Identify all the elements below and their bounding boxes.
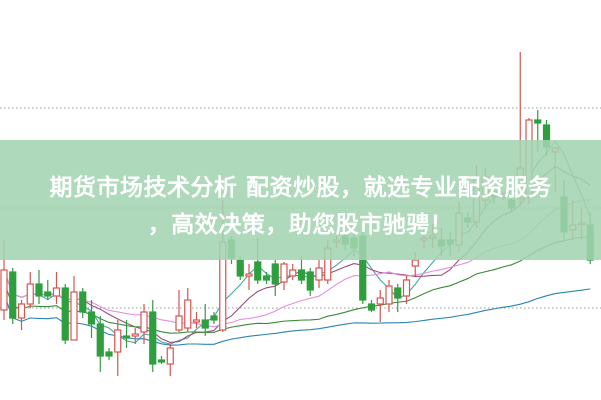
title-banner [0, 140, 601, 260]
candle-up [289, 269, 297, 277]
candle-up [411, 259, 419, 267]
candle-up [376, 297, 384, 305]
candle-up [140, 311, 148, 333]
candle-up [70, 291, 78, 341]
candle-down [105, 351, 113, 357]
candle-down [394, 287, 402, 299]
candle-up [17, 303, 26, 319]
candle-down [297, 269, 306, 281]
candle-up [385, 285, 393, 305]
candle-down [44, 291, 52, 297]
candle-down [254, 261, 262, 281]
candle-up [175, 315, 183, 331]
candle-down [35, 283, 43, 297]
candle-down [79, 291, 87, 313]
candle-down [96, 323, 104, 357]
candle-up [184, 299, 192, 329]
candle-up [192, 319, 201, 323]
overlay-title-line2: ，高效决策，助您股市驰骋！ [147, 212, 454, 238]
candle-down [534, 119, 542, 124]
candle-up [166, 347, 174, 365]
candle-down [9, 271, 17, 319]
candle-up [114, 329, 122, 353]
candle-down [122, 335, 131, 339]
ma30-line [3, 236, 591, 334]
candle-down [201, 319, 209, 329]
candle-down [271, 263, 279, 285]
candle-up [26, 283, 34, 305]
candle-down [262, 275, 271, 281]
candle-down [210, 315, 218, 321]
overlay-title-line1: 期货市场技术分析 配资炒股，就选专业配资服务 [49, 175, 552, 201]
candle-up [245, 273, 253, 277]
candle-up [280, 263, 288, 283]
candle-down [367, 303, 376, 311]
candle-up [315, 267, 323, 281]
candle-up [52, 287, 61, 297]
candle-down [87, 311, 96, 325]
candle-up [402, 279, 411, 297]
candle-down [157, 359, 166, 363]
candle-up [131, 333, 139, 337]
candle-down [306, 271, 314, 291]
candle-down [236, 259, 244, 277]
candle-up [0, 269, 8, 311]
candle-down [149, 311, 157, 365]
candle-down [61, 287, 69, 341]
